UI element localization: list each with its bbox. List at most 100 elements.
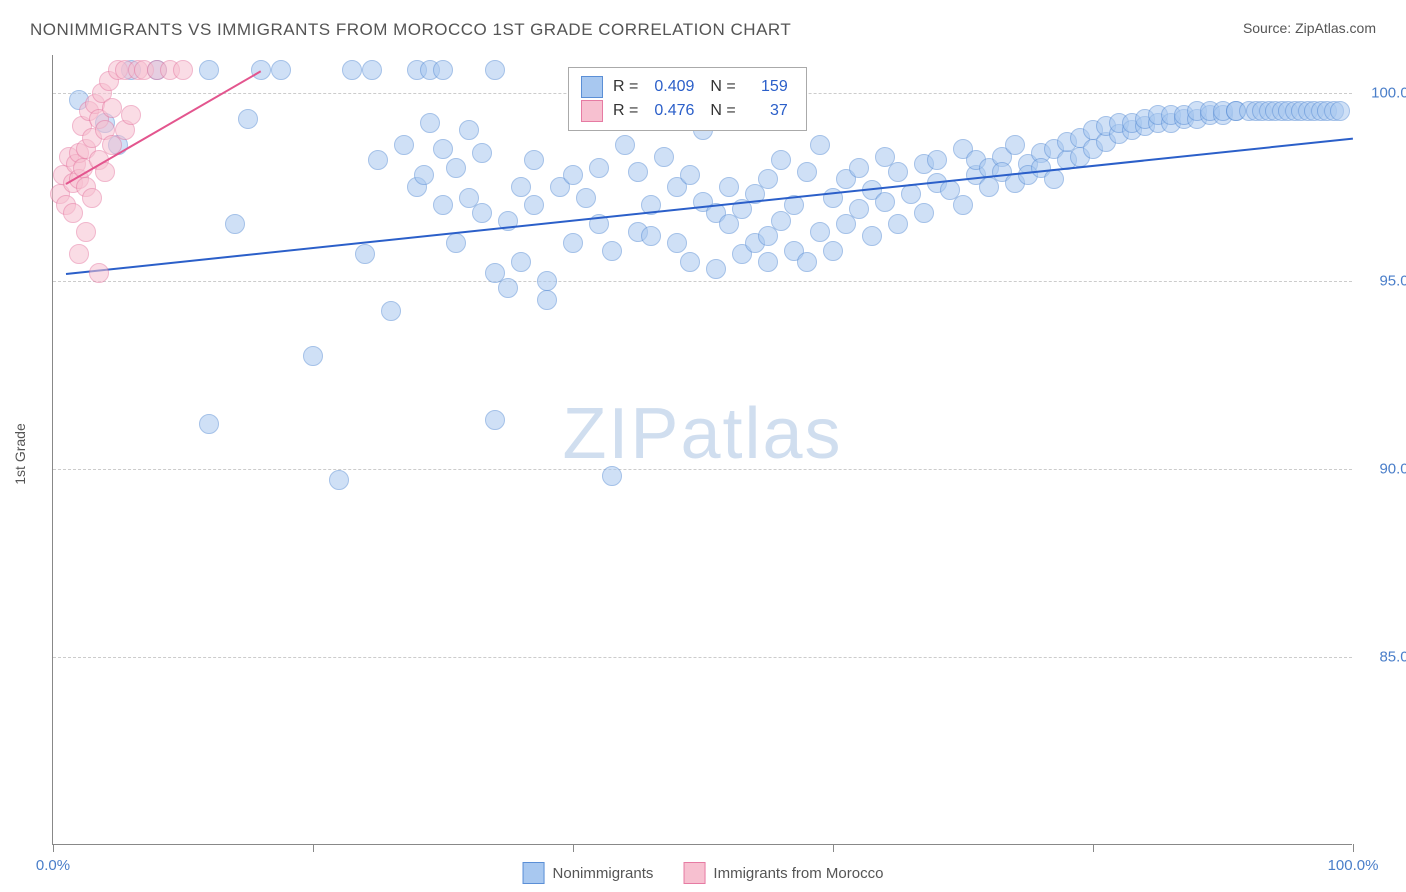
data-point [680, 252, 700, 272]
x-tick [1093, 844, 1094, 852]
x-tick [573, 844, 574, 852]
stat-r-label: R = [613, 102, 638, 120]
trend-line [66, 138, 1353, 275]
data-point [511, 252, 531, 272]
legend-label: Nonimmigrants [553, 865, 654, 882]
y-tick-label: 90.0% [1379, 460, 1406, 477]
data-point [537, 271, 557, 291]
stat-r-value: 0.409 [654, 78, 694, 96]
data-point [810, 135, 830, 155]
x-tick [833, 844, 834, 852]
data-point [680, 165, 700, 185]
data-point [797, 252, 817, 272]
data-point [628, 162, 648, 182]
series-swatch [581, 76, 603, 98]
data-point [849, 199, 869, 219]
stats-row: R =0.409N =159 [581, 76, 794, 98]
data-point [251, 60, 271, 80]
data-point [888, 162, 908, 182]
data-point [362, 60, 382, 80]
series-swatch [581, 100, 603, 122]
stat-n-value: 37 [752, 102, 788, 120]
source-attribution: Source: ZipAtlas.com [1243, 20, 1376, 36]
data-point [771, 150, 791, 170]
legend-item: Immigrants from Morocco [683, 862, 883, 884]
stats-row: R = 0.476 N = 37 [581, 100, 794, 122]
data-point [563, 165, 583, 185]
data-point [394, 135, 414, 155]
data-point [173, 60, 193, 80]
x-tick-label: 100.0% [1328, 857, 1379, 874]
data-point [381, 301, 401, 321]
data-point [914, 203, 934, 223]
data-point [414, 165, 434, 185]
legend-label: Immigrants from Morocco [713, 865, 883, 882]
data-point [927, 150, 947, 170]
data-point [485, 60, 505, 80]
y-tick-label: 100.0% [1371, 84, 1406, 101]
data-point [271, 60, 291, 80]
data-point [524, 150, 544, 170]
legend: Nonimmigrants Immigrants from Morocco [523, 862, 884, 884]
data-point [433, 195, 453, 215]
data-point [303, 346, 323, 366]
data-point [537, 290, 557, 310]
data-point [823, 241, 843, 261]
data-point [654, 147, 674, 167]
data-point [563, 233, 583, 253]
data-point [446, 158, 466, 178]
data-point [888, 214, 908, 234]
data-point [589, 158, 609, 178]
data-point [1005, 135, 1025, 155]
legend-swatch [683, 862, 705, 884]
data-point [810, 222, 830, 242]
data-point [342, 60, 362, 80]
data-point [238, 109, 258, 129]
data-point [433, 139, 453, 159]
y-axis-label: 1st Grade [12, 423, 28, 484]
data-point [797, 162, 817, 182]
plot-area: ZIPatlas 85.0%90.0%95.0%100.0%0.0%100.0%… [52, 55, 1352, 845]
data-point [199, 60, 219, 80]
stat-r-label: R = [613, 78, 638, 96]
data-point [706, 259, 726, 279]
legend-item: Nonimmigrants [523, 862, 654, 884]
data-point [89, 263, 109, 283]
data-point [199, 414, 219, 434]
x-tick-label: 0.0% [36, 857, 70, 874]
data-point [641, 226, 661, 246]
x-tick [53, 844, 54, 852]
data-point [602, 466, 622, 486]
stat-n-label: N = [710, 102, 735, 120]
data-point [225, 214, 245, 234]
y-tick-label: 95.0% [1379, 272, 1406, 289]
data-point [758, 252, 778, 272]
data-point [355, 244, 375, 264]
data-point [667, 233, 687, 253]
data-point [102, 98, 122, 118]
data-point [849, 158, 869, 178]
source-value: ZipAtlas.com [1295, 20, 1376, 36]
data-point [69, 244, 89, 264]
data-point [719, 177, 739, 197]
chart-container: NONIMMIGRANTS VS IMMIGRANTS FROM MOROCCO… [0, 0, 1406, 892]
stat-r-value: 0.476 [654, 102, 694, 120]
data-point [758, 169, 778, 189]
data-point [485, 410, 505, 430]
data-point [511, 177, 531, 197]
source-label: Source: [1243, 20, 1295, 36]
data-point [329, 470, 349, 490]
data-point [875, 192, 895, 212]
data-point [76, 222, 96, 242]
x-tick [313, 844, 314, 852]
y-tick-label: 85.0% [1379, 648, 1406, 665]
data-point [1330, 101, 1350, 121]
chart-title: NONIMMIGRANTS VS IMMIGRANTS FROM MOROCCO… [30, 20, 791, 40]
stat-n-label: N = [710, 78, 735, 96]
x-tick [1353, 844, 1354, 852]
data-point [576, 188, 596, 208]
data-point [602, 241, 622, 261]
data-point [524, 195, 544, 215]
grid-line [53, 469, 1352, 470]
stats-box: R =0.409N =159R =0.476N =37 [568, 67, 807, 131]
